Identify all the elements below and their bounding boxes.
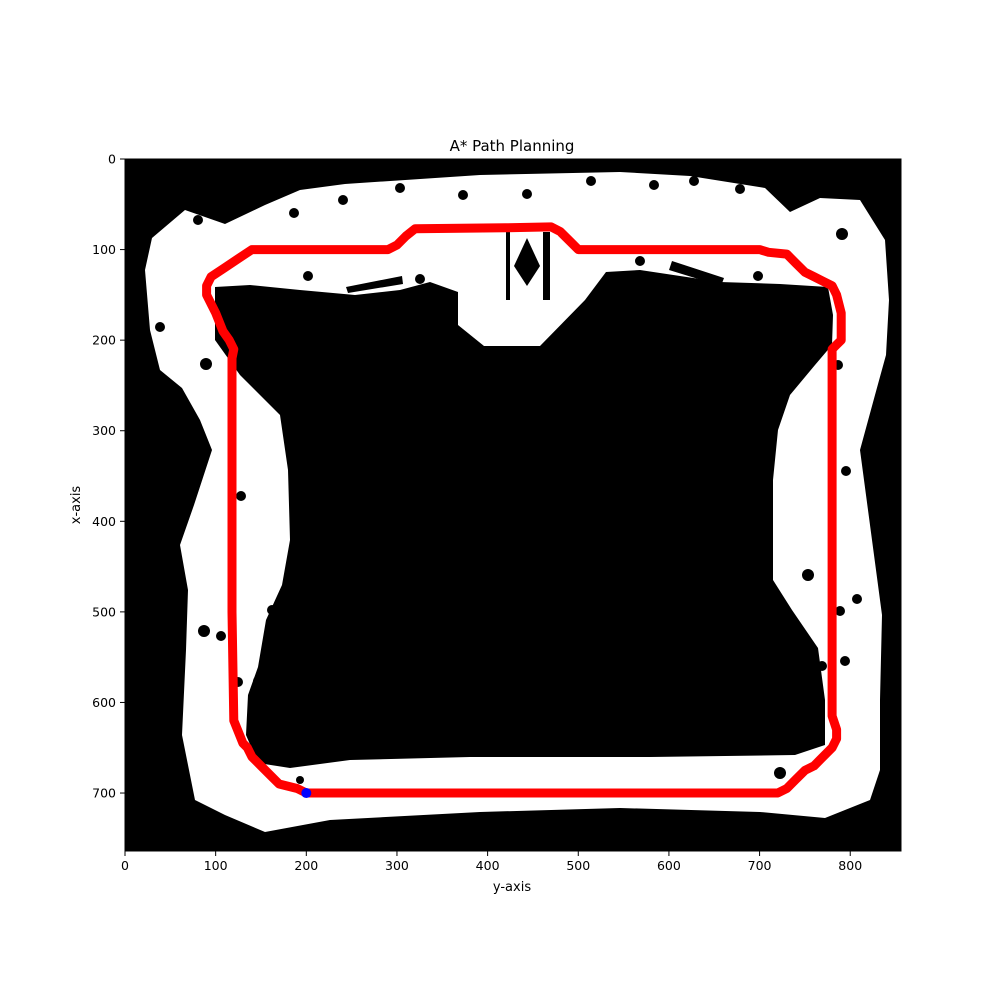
x-axis-label: y-axis [493,880,531,895]
x-tick-label: 600 [657,858,681,873]
x-axis-ticks: 0 100 200 300 400 500 600 700 800 [121,851,862,873]
y-axis-ticks: 0 100 200 300 400 500 600 700 [92,152,125,801]
x-tick-label: 800 [838,858,862,873]
x-tick-label: 700 [748,858,772,873]
x-tick-label: 200 [294,858,318,873]
y-tick-label: 700 [92,786,116,801]
y-tick-label: 600 [92,695,116,710]
y-tick-label: 500 [92,604,116,619]
x-tick-label: 100 [204,858,228,873]
chart-title: A* Path Planning [450,137,575,155]
plot-area [125,159,901,851]
y-tick-label: 300 [92,423,116,438]
y-axis-label: x-axis [69,486,84,525]
x-tick-label: 0 [121,858,129,873]
start-marker [301,788,312,799]
x-tick-label: 300 [385,858,409,873]
axes-frame [124,158,902,852]
planned-path [202,222,846,798]
y-tick-label: 200 [92,333,116,348]
y-tick-label: 100 [92,242,116,257]
y-tick-label: 0 [108,152,116,167]
y-tick-label: 400 [92,514,116,529]
x-tick-label: 400 [476,858,500,873]
obstacle-core [215,270,833,768]
x-tick-label: 500 [566,858,590,873]
